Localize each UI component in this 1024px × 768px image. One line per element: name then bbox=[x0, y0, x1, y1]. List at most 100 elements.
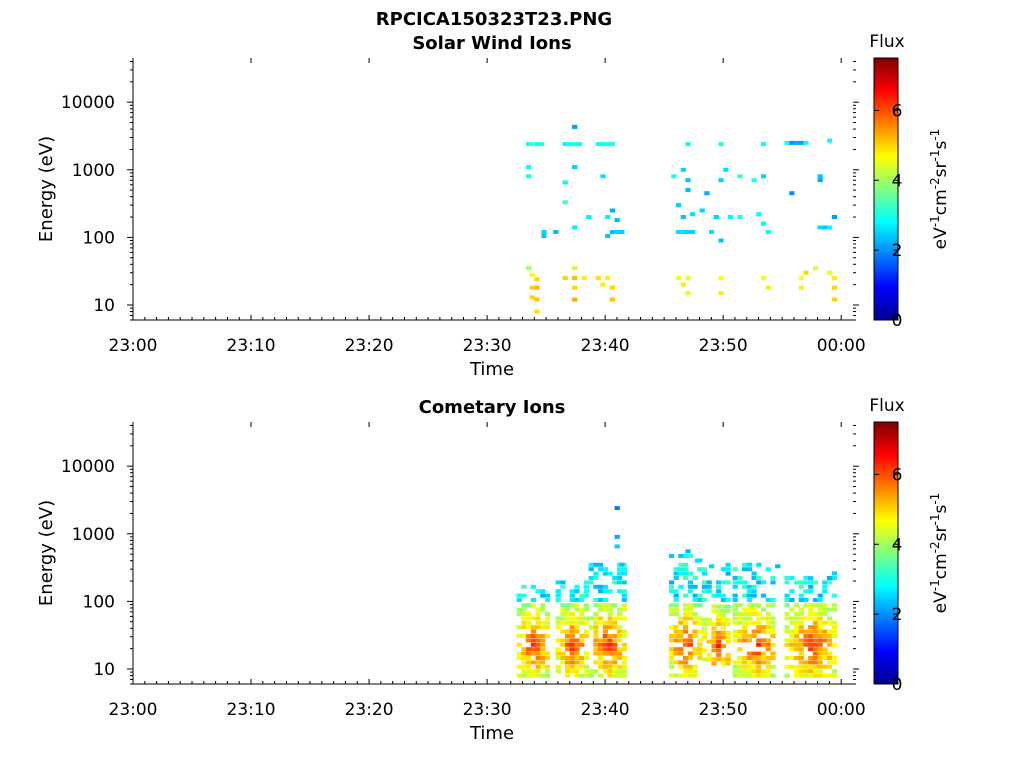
flux-cell bbox=[692, 612, 698, 616]
flux-cell bbox=[593, 598, 599, 602]
flux-cell bbox=[716, 644, 722, 649]
flux-cell bbox=[574, 647, 580, 652]
flux-cell bbox=[535, 660, 541, 665]
flux-cell bbox=[555, 651, 561, 656]
flux-cell bbox=[687, 580, 693, 585]
flux-cell bbox=[535, 656, 541, 660]
flux-cell bbox=[711, 622, 717, 627]
flux-cell bbox=[521, 620, 527, 625]
flux-cell bbox=[822, 651, 828, 656]
flux-cell bbox=[737, 660, 743, 665]
flux-cell bbox=[569, 647, 575, 652]
flux-cell bbox=[560, 638, 566, 643]
flux-cell bbox=[798, 140, 804, 145]
flux-cell bbox=[572, 124, 578, 129]
flux-cell bbox=[751, 634, 757, 638]
flux-cell bbox=[616, 647, 623, 652]
flux-cell bbox=[612, 638, 618, 643]
flux-cell bbox=[751, 178, 757, 183]
flux-cell bbox=[605, 142, 611, 147]
flux-cell bbox=[530, 598, 536, 602]
flux-cell bbox=[530, 625, 536, 630]
flux-cell bbox=[789, 607, 795, 612]
flux-cell bbox=[540, 607, 546, 612]
flux-cell bbox=[683, 625, 689, 630]
flux-cell bbox=[732, 664, 738, 669]
flux-cell bbox=[742, 616, 748, 621]
y-tick-label: 10 bbox=[93, 660, 115, 680]
flux-cell bbox=[539, 142, 545, 147]
flux-cell bbox=[831, 625, 837, 630]
flux-cell bbox=[831, 297, 837, 302]
flux-cell bbox=[742, 634, 748, 638]
flux-cell bbox=[516, 664, 522, 669]
flux-cell bbox=[751, 603, 757, 608]
flux-cell bbox=[678, 616, 684, 621]
flux-cell bbox=[756, 629, 762, 634]
flux-cell bbox=[765, 616, 771, 621]
flux-cell bbox=[808, 625, 814, 630]
flux-cell bbox=[598, 567, 604, 572]
flux-cell bbox=[616, 669, 623, 674]
flux-cell bbox=[711, 648, 717, 653]
flux-cell bbox=[673, 576, 679, 580]
y-axis-label: Energy (eV) bbox=[36, 500, 57, 606]
flux-cell bbox=[673, 660, 679, 665]
flux-cell bbox=[827, 580, 833, 585]
flux-cell bbox=[583, 593, 590, 598]
flux-cell bbox=[701, 648, 708, 653]
colorbar-tick-label: 4 bbox=[892, 171, 903, 191]
flux-cell bbox=[803, 629, 809, 634]
flux-cell bbox=[574, 620, 580, 625]
flux-cell bbox=[555, 638, 561, 643]
flux-cell bbox=[588, 562, 594, 567]
flux-cell bbox=[716, 648, 722, 653]
flux-cell bbox=[817, 669, 823, 674]
flux-cell bbox=[798, 669, 804, 674]
flux-cell bbox=[794, 673, 800, 678]
flux-cell bbox=[822, 620, 828, 625]
flux-cell bbox=[562, 142, 568, 147]
flux-cell bbox=[831, 603, 837, 608]
flux-cell bbox=[770, 642, 776, 647]
flux-cell bbox=[612, 580, 618, 585]
flux-cell bbox=[803, 664, 809, 669]
flux-cell bbox=[668, 634, 675, 638]
flux-cell bbox=[789, 664, 795, 669]
flux-cell bbox=[687, 571, 693, 576]
colorbar: Flux 0 2 4 6 eV-1cm-2sr-1s-1 bbox=[869, 396, 951, 695]
flux-cell bbox=[692, 669, 698, 674]
flux-cell bbox=[756, 616, 762, 621]
flux-cell bbox=[725, 562, 731, 567]
flux-cell bbox=[621, 634, 627, 638]
flux-cell bbox=[770, 634, 776, 638]
flux-cell bbox=[817, 598, 823, 602]
flux-cell bbox=[535, 669, 541, 674]
flux-cell bbox=[683, 638, 689, 643]
flux-cell bbox=[593, 584, 599, 589]
flux-cell bbox=[583, 603, 590, 608]
flux-cell bbox=[760, 660, 767, 665]
flux-cell bbox=[572, 225, 578, 230]
flux-cell bbox=[760, 580, 767, 585]
flux-cell bbox=[784, 629, 790, 634]
flux-cell bbox=[579, 638, 585, 643]
flux-cell bbox=[569, 616, 575, 621]
flux-cell bbox=[562, 276, 568, 281]
flux-cell bbox=[817, 593, 823, 598]
flux-cell bbox=[789, 616, 795, 621]
flux-cell bbox=[794, 612, 800, 616]
flux-cell bbox=[567, 142, 573, 147]
flux-cell bbox=[716, 622, 722, 627]
flux-cell bbox=[526, 634, 532, 638]
flux-cell bbox=[579, 642, 585, 647]
flux-cell bbox=[574, 651, 580, 656]
flux-cell bbox=[555, 620, 561, 625]
flux-cell bbox=[746, 567, 752, 572]
flux-cell bbox=[812, 642, 819, 647]
flux-cell bbox=[553, 230, 559, 234]
flux-cell bbox=[565, 673, 571, 678]
flux-cell bbox=[583, 629, 590, 634]
flux-cell bbox=[574, 607, 580, 612]
flux-cell bbox=[798, 629, 804, 634]
